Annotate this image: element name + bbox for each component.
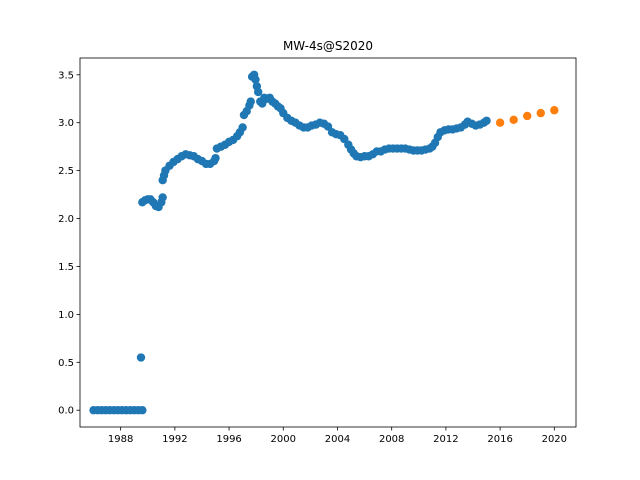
y-tick-label: 2.0 — [58, 214, 74, 225]
data-point — [550, 106, 559, 115]
series-2 — [495, 106, 559, 127]
x-tick-label: 1996 — [216, 434, 241, 445]
x-tick-label: 2020 — [542, 434, 567, 445]
y-tick-label: 1.0 — [58, 310, 74, 321]
x-tick-label: 2000 — [271, 434, 296, 445]
data-point — [251, 75, 260, 84]
data-point — [482, 116, 491, 125]
data-point — [523, 111, 532, 121]
plot-frame — [79, 57, 577, 428]
data-point — [254, 87, 263, 97]
x-axis: 1988 1992 1996 2000 2004 2008 2012 2016 2020 — [108, 427, 567, 445]
x-tick-label: 1992 — [162, 434, 187, 445]
y-tick-label: 3.5 — [58, 70, 74, 81]
x-tick-label: 2004 — [325, 434, 350, 445]
y-tick-label: 2.5 — [58, 166, 74, 177]
chart-title: MW-4s@S2020 — [283, 39, 373, 53]
data-point — [238, 123, 247, 132]
x-tick-label: 1988 — [108, 434, 133, 445]
data-point — [495, 118, 505, 127]
series-1 — [89, 70, 491, 415]
x-tick-label: 2008 — [379, 434, 404, 445]
series-layer — [89, 70, 559, 415]
data-point — [158, 193, 167, 202]
data-point — [138, 406, 147, 415]
y-tick-label: 0.5 — [58, 358, 74, 369]
data-point — [246, 97, 255, 106]
y-tick-label: 3.0 — [58, 118, 74, 129]
y-tick-label: 0.0 — [58, 406, 74, 417]
data-point — [509, 115, 518, 125]
y-axis: 0.0 0.5 1.0 1.5 2.0 2.5 3.0 3.5 — [58, 70, 80, 417]
data-point — [211, 153, 220, 163]
x-tick-label: 2012 — [433, 434, 458, 445]
x-tick-label: 2016 — [487, 434, 512, 445]
data-point — [536, 108, 545, 118]
data-point — [136, 353, 146, 362]
y-tick-label: 1.5 — [58, 262, 74, 273]
